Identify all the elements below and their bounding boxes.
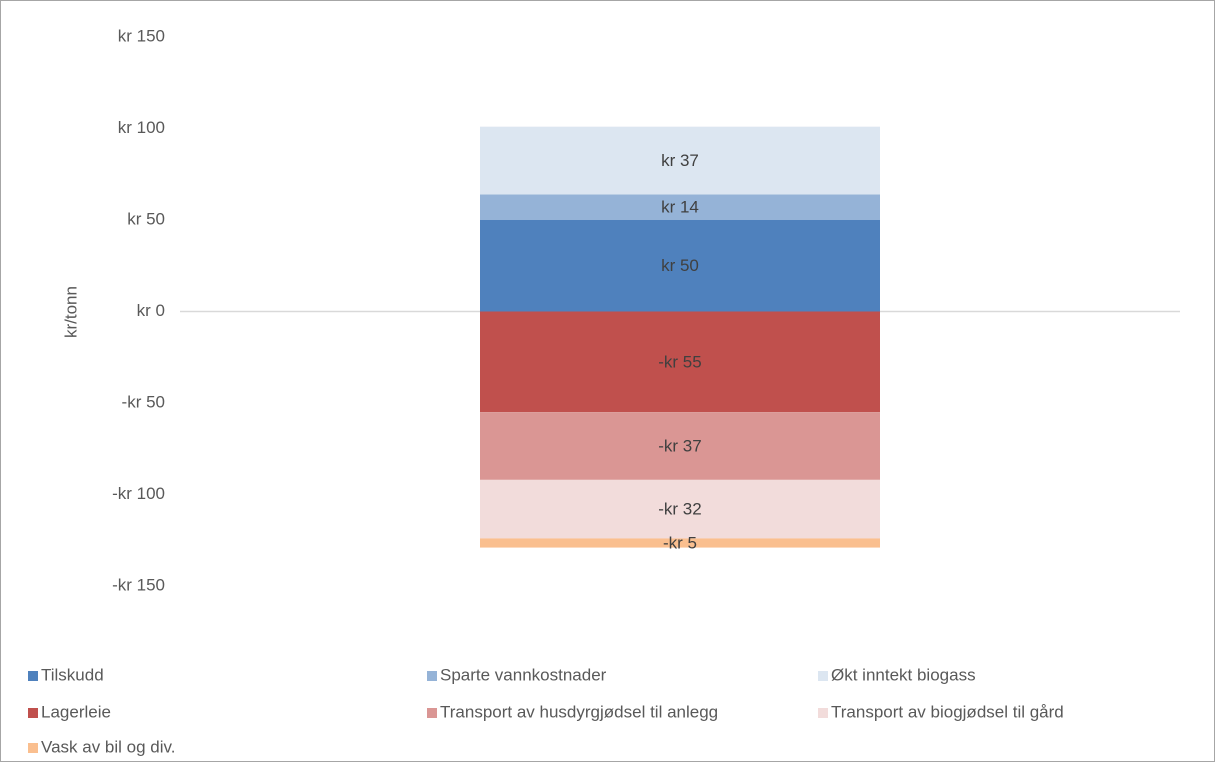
data-label: kr 14 [661,198,699,217]
y-tick-label: kr 50 [127,209,165,228]
data-label: kr 37 [661,151,699,170]
y-tick-label: -kr 50 [122,392,165,411]
data-label: kr 50 [661,256,699,275]
legend-label: Sparte vannkostnader [440,665,607,684]
y-tick-label: kr 150 [118,26,165,45]
bar-segment [480,220,880,312]
legend-swatch [28,743,38,753]
bar-segment [480,538,880,548]
bar-segment [480,126,880,195]
y-axis-label: kr/tonn [61,286,80,338]
y-tick-label: kr 100 [118,118,165,137]
data-label: -kr 5 [663,533,697,552]
y-tick-label: kr 0 [137,301,165,320]
y-tick-label: -kr 150 [112,575,165,594]
legend-label: Tilskudd [41,665,104,684]
legend-swatch [28,671,38,681]
bar-segment [480,412,880,480]
legend-swatch [818,708,828,718]
data-label: -kr 37 [658,436,701,455]
legend-swatch [427,708,437,718]
data-label: -kr 32 [658,500,701,519]
legend-swatch [427,671,437,681]
legend-label: Transport av biogjødsel til gård [831,702,1064,721]
legend-label: Lagerleie [41,702,111,721]
y-tick-label: -kr 100 [112,484,165,503]
legend-swatch [28,708,38,718]
legend-label: Vask av bil og div. [41,737,176,756]
bar-segment [480,194,880,220]
bar-segment [480,311,880,413]
bar-segment [480,479,880,539]
legend-swatch [818,671,828,681]
legend-label: Transport av husdyrgjødsel til anlegg [440,702,718,721]
legend-label: Økt inntekt biogass [831,665,976,684]
data-label: -kr 55 [658,352,701,371]
